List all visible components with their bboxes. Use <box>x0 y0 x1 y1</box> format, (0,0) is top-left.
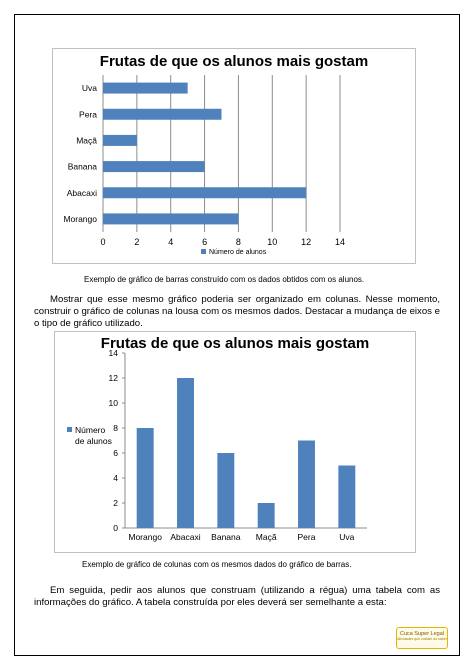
y-tick-label: Pera <box>79 109 97 119</box>
column-maca <box>257 503 275 528</box>
column-pera <box>298 440 315 528</box>
x-tick-label: 2 <box>134 237 139 247</box>
x-tick-label: Abacaxi <box>170 532 200 542</box>
x-tick-label: Banana <box>211 532 241 542</box>
y-tick-label: Uva <box>82 83 97 93</box>
y-tick-label: Morango <box>63 214 97 224</box>
paragraph-2: Em seguida, pedir aos alunos que constru… <box>34 585 440 609</box>
column-chart-title: Frutas de que os alunos mais gostam <box>100 335 370 352</box>
y-tick-label: 10 <box>109 398 119 408</box>
x-tick-label: Morango <box>128 532 162 542</box>
x-tick-label: Pera <box>298 532 316 542</box>
y-tick-label: Banana <box>68 162 98 172</box>
paragraph-2-text: Em seguida, pedir aos alunos que constru… <box>34 585 440 608</box>
page-border <box>14 14 460 656</box>
column-uva <box>338 465 356 528</box>
y-tick-label: 8 <box>113 423 118 433</box>
y-tick-label: 0 <box>113 523 118 533</box>
brand-logo: Cuca Super Legal Atividades que cuidam d… <box>396 627 448 649</box>
paragraph-1-text: Mostrar que esse mesmo gráfico poderia s… <box>34 294 440 329</box>
x-tick-label: 8 <box>236 237 241 247</box>
bar-chart-caption: Exemplo de gráfico de barras construído … <box>84 275 365 284</box>
column-banana <box>217 453 235 528</box>
x-tick-label: 12 <box>301 237 311 247</box>
y-tick-label: 4 <box>113 473 118 483</box>
y-tick-label: Abacaxi <box>67 188 97 198</box>
logo-name: Cuca Super Legal <box>399 631 445 637</box>
column-chart-caption: Exemplo de gráfico de colunas com os mes… <box>82 560 352 569</box>
bar-chart: Frutas de que os alunos mais gostam 0 2 4 6… <box>52 48 416 264</box>
x-tick-label: 4 <box>168 237 173 247</box>
x-tick-label: 6 <box>202 237 207 247</box>
bar-maca <box>103 134 137 146</box>
logo-tagline: Atividades que cuidam do saber <box>397 637 447 641</box>
column-morango <box>136 428 154 528</box>
legend-label-line-2: de alunos <box>75 436 112 446</box>
x-tick-label: 0 <box>100 237 105 247</box>
x-tick-label: Maçã <box>256 532 277 542</box>
paragraph-1: Mostrar que esse mesmo gráfico poderia s… <box>34 294 440 330</box>
bar-chart-plot: 0 2 4 6 8 10 12 14 Morango Abacaxi Banana Maçã Pera U… <box>63 75 345 256</box>
bar-morango <box>103 213 239 225</box>
bar-uva <box>103 82 188 94</box>
column-chart-plot: 0 2 4 6 8 10 12 14 Morango Abacaxi Banana Maçã Pera U… <box>67 348 367 542</box>
legend-label: Número de alunos <box>209 249 267 256</box>
bar-abacaxi <box>103 187 307 199</box>
bar-banana <box>103 161 205 173</box>
legend-swatch <box>67 427 72 432</box>
y-tick-label: 2 <box>113 498 118 508</box>
legend-label-line-1: Número <box>75 425 106 435</box>
x-tick-label: 10 <box>267 237 277 247</box>
y-tick-label: 6 <box>113 448 118 458</box>
x-tick-label: 14 <box>335 237 345 247</box>
x-tick-label: Uva <box>339 532 354 542</box>
column-chart: Frutas de que os alunos mais gostam 0 2 4 6… <box>54 331 416 553</box>
legend-swatch <box>201 249 206 254</box>
y-tick-label: Maçã <box>76 135 97 145</box>
y-tick-label: 14 <box>109 348 119 358</box>
column-abacaxi <box>177 378 194 528</box>
bar-pera <box>103 108 222 120</box>
y-tick-label: 12 <box>109 373 119 383</box>
bar-chart-title: Frutas de que os alunos mais gostam <box>99 53 369 70</box>
